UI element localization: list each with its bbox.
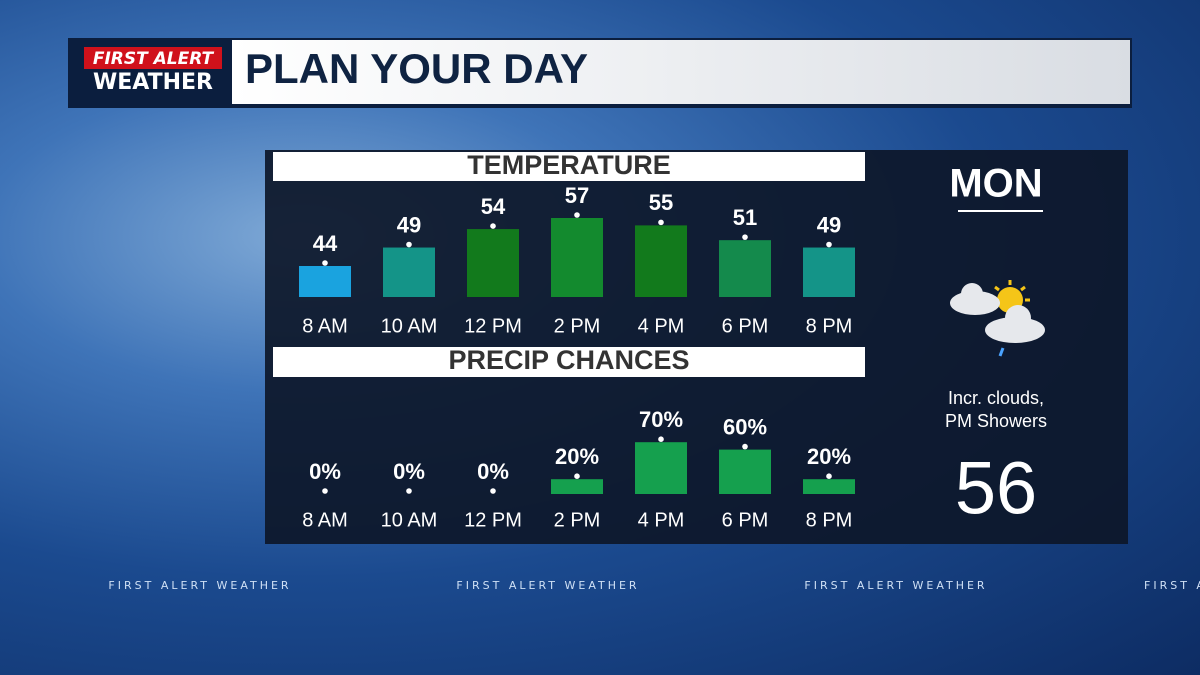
x-tick-label: 10 AM — [381, 315, 438, 337]
value-label: 57 — [565, 183, 589, 208]
bar — [803, 479, 855, 494]
value-label: 20% — [555, 444, 599, 469]
value-label: 70% — [639, 407, 683, 432]
bar-dot — [406, 488, 412, 494]
bar — [383, 247, 435, 297]
brand-red — [84, 47, 222, 69]
bar — [803, 247, 855, 297]
x-tick-label: 6 PM — [722, 315, 769, 337]
day-name: MON — [949, 162, 1042, 206]
value-label: 60% — [723, 414, 767, 439]
bar — [719, 240, 771, 297]
value-label: 51 — [733, 205, 757, 230]
ticker: FIRST ALERT WEATHER — [804, 579, 987, 592]
brand-top: FIRST ALERT — [93, 49, 215, 69]
bar-dot — [490, 223, 496, 229]
x-tick-label: 8 PM — [806, 509, 853, 531]
value-label: 55 — [649, 190, 673, 215]
x-tick-label: 12 PM — [464, 509, 522, 531]
x-tick-label: 8 PM — [806, 315, 853, 337]
brand-bottom: WEATHER — [93, 70, 213, 95]
chart-title: PRECIP CHANCES — [448, 345, 689, 375]
chart-title: TEMPERATURE — [467, 150, 671, 180]
x-tick-label: 4 PM — [638, 315, 685, 337]
weather-icon — [950, 280, 1045, 357]
x-tick-label: 6 PM — [722, 509, 769, 531]
title: PLAN YOUR DAY — [245, 45, 588, 92]
description: Incr. clouds, — [948, 388, 1044, 408]
x-tick-label: 12 PM — [464, 315, 522, 337]
bar-dot — [658, 219, 664, 226]
bar — [635, 442, 687, 494]
x-tick-label: 2 PM — [554, 315, 601, 337]
x-tick-label: 8 AM — [302, 315, 348, 337]
bar — [719, 449, 771, 494]
bar — [635, 225, 687, 297]
high-temp: 56 — [955, 447, 1037, 530]
ticker: FIRST ALERT WEATHER — [1144, 579, 1200, 592]
bar-dot — [490, 488, 496, 494]
x-tick-label: 2 PM — [554, 509, 601, 531]
ticker: FIRST ALERT WEATHER — [456, 579, 639, 592]
value-label: 44 — [313, 231, 338, 256]
precip-header — [273, 347, 865, 377]
bar — [467, 229, 519, 297]
bar-dot — [658, 436, 664, 443]
value-label: 54 — [481, 194, 506, 219]
value-label: 49 — [397, 212, 421, 237]
bar-dot — [322, 488, 328, 494]
value-label: 0% — [393, 459, 425, 484]
ticker: FIRST ALERT WEATHER — [108, 579, 291, 592]
bar-dot — [826, 241, 832, 248]
bar — [299, 266, 351, 297]
value-label: 0% — [309, 459, 341, 484]
bar-dot — [322, 260, 328, 266]
x-tick-label: 4 PM — [638, 509, 685, 531]
x-tick-label: 10 AM — [381, 509, 438, 531]
value-label: 49 — [817, 212, 841, 237]
value-label: 0% — [477, 459, 509, 484]
bar-dot — [826, 473, 832, 480]
bar-dot — [574, 473, 580, 480]
bar-dot — [742, 443, 748, 450]
value-label: 20% — [807, 444, 851, 469]
temp-header — [273, 152, 865, 181]
title-bar — [232, 40, 1130, 104]
description: PM Showers — [945, 411, 1047, 431]
bar-dot — [406, 241, 412, 248]
bar-dot — [574, 212, 580, 218]
x-tick-label: 8 AM — [302, 509, 348, 531]
bar — [551, 218, 603, 297]
bar-dot — [742, 234, 748, 240]
bar — [551, 479, 603, 494]
